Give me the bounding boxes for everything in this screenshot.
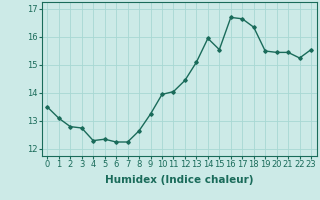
X-axis label: Humidex (Indice chaleur): Humidex (Indice chaleur) [105,175,253,185]
